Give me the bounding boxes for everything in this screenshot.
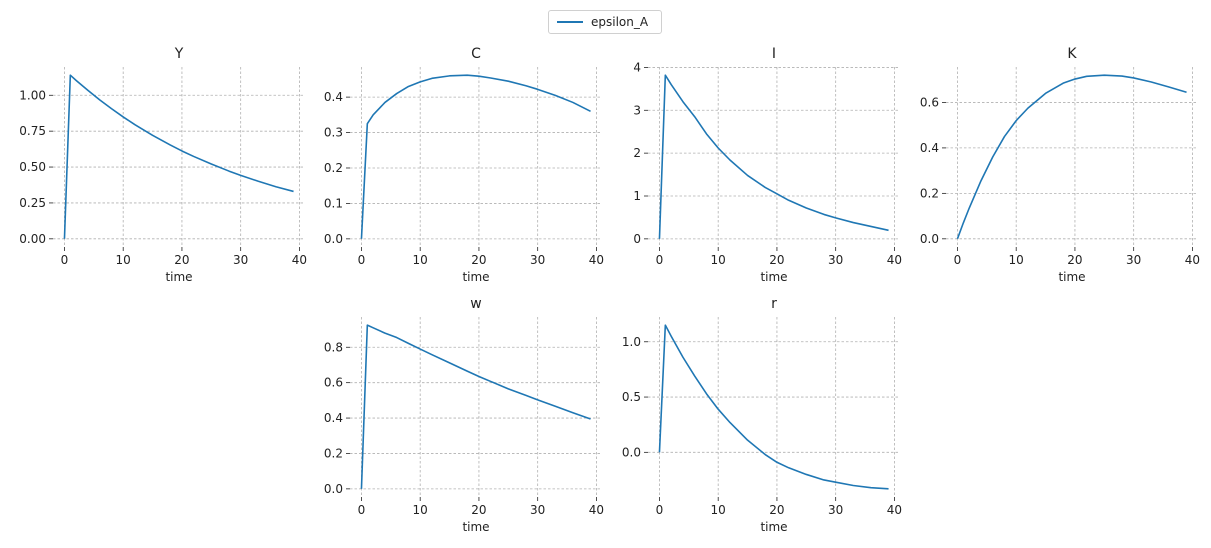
- subplot-r: 0 10 20 30 40 0.0 0.5 1.0 r time: [622, 296, 902, 534]
- y-tick-label: 0.4: [324, 411, 343, 425]
- x-axis-label: time: [462, 270, 489, 284]
- x-tick-label: 20: [1067, 253, 1082, 267]
- x-axis-label: time: [165, 270, 192, 284]
- y-tick-label: 0.3: [324, 126, 343, 140]
- y-tick-label: 0.4: [324, 90, 343, 104]
- y-tick-label: 0.2: [324, 446, 343, 460]
- x-axis-label: time: [1058, 270, 1085, 284]
- y-tick-label: 0.0: [622, 445, 641, 459]
- x-tick-label: 0: [358, 503, 366, 517]
- y-tick-label: 0.0: [324, 232, 343, 246]
- legend: epsilon_A: [548, 10, 662, 34]
- series-line-epsilon-A: [63, 74, 294, 239]
- y-tick-label: 0.6: [920, 95, 939, 109]
- x-tick-label: 0: [358, 253, 366, 267]
- x-tick-label: 40: [887, 253, 902, 267]
- x-tick-label: 0: [61, 253, 69, 267]
- x-tick-label: 30: [233, 253, 248, 267]
- x-tick-label: 30: [1126, 253, 1141, 267]
- y-tick-label: 0.2: [920, 186, 939, 200]
- series-line-epsilon-A: [658, 324, 889, 490]
- x-tick-label: 0: [656, 503, 664, 517]
- x-tick-label: 30: [530, 503, 545, 517]
- subplot-title: C: [471, 46, 481, 62]
- y-tick-label: 0.6: [324, 376, 343, 390]
- y-tick-label: 0.25: [19, 196, 46, 210]
- x-tick-label: 20: [769, 503, 784, 517]
- y-tick-label: 0.00: [19, 232, 46, 246]
- x-tick-label: 10: [413, 503, 428, 517]
- y-tick-label: 1: [633, 189, 641, 203]
- x-axis-label: time: [462, 520, 489, 534]
- x-tick-label: 40: [589, 253, 604, 267]
- series-line-epsilon-A: [658, 74, 889, 239]
- x-tick-label: 0: [656, 253, 664, 267]
- y-tick-label: 0.0: [324, 482, 343, 496]
- x-tick-label: 10: [116, 253, 131, 267]
- x-tick-label: 20: [769, 253, 784, 267]
- x-tick-label: 10: [1009, 253, 1024, 267]
- x-tick-label: 20: [471, 503, 486, 517]
- x-tick-label: 10: [711, 503, 726, 517]
- y-tick-label: 0.50: [19, 160, 46, 174]
- subplot-title: Y: [174, 46, 184, 62]
- subplot-title: w: [470, 296, 481, 312]
- y-tick-label: 3: [633, 103, 641, 117]
- y-tick-label: 0.0: [920, 232, 939, 246]
- x-tick-label: 10: [711, 253, 726, 267]
- y-tick-label: 1.0: [622, 335, 641, 349]
- x-tick-label: 20: [471, 253, 486, 267]
- x-axis-label: time: [760, 270, 787, 284]
- subplot-title: K: [1067, 46, 1077, 62]
- subplot-w: 0 10 20 30 40 0.0 0.2 0.4 0.6 0.8 w time: [324, 296, 604, 534]
- x-tick-label: 40: [887, 503, 902, 517]
- series-line-epsilon-A: [956, 74, 1187, 240]
- y-tick-label: 0.2: [324, 161, 343, 175]
- y-tick-label: 0.4: [920, 141, 939, 155]
- x-tick-label: 0: [954, 253, 962, 267]
- x-tick-label: 20: [174, 253, 189, 267]
- x-tick-label: 40: [1185, 253, 1200, 267]
- y-tick-label: 0.75: [19, 124, 46, 138]
- x-tick-label: 30: [828, 503, 843, 517]
- series-line-epsilon-A: [360, 74, 591, 239]
- x-tick-label: 40: [292, 253, 307, 267]
- x-tick-label: 30: [828, 253, 843, 267]
- legend-swatch: [557, 21, 583, 23]
- x-tick-label: 30: [530, 253, 545, 267]
- y-tick-label: 4: [633, 60, 641, 74]
- subplot-title: I: [772, 46, 776, 62]
- series-line-epsilon-A: [360, 324, 591, 489]
- y-tick-label: 2: [633, 146, 641, 160]
- x-tick-label: 10: [413, 253, 428, 267]
- x-tick-label: 40: [589, 503, 604, 517]
- y-tick-label: 0.8: [324, 340, 343, 354]
- y-tick-label: 0: [633, 232, 641, 246]
- y-tick-label: 0.1: [324, 196, 343, 210]
- subplot-title: r: [771, 296, 777, 312]
- y-tick-label: 0.5: [622, 390, 641, 404]
- x-axis-label: time: [760, 520, 787, 534]
- legend-label: epsilon_A: [591, 15, 649, 29]
- y-tick-label: 1.00: [19, 88, 46, 102]
